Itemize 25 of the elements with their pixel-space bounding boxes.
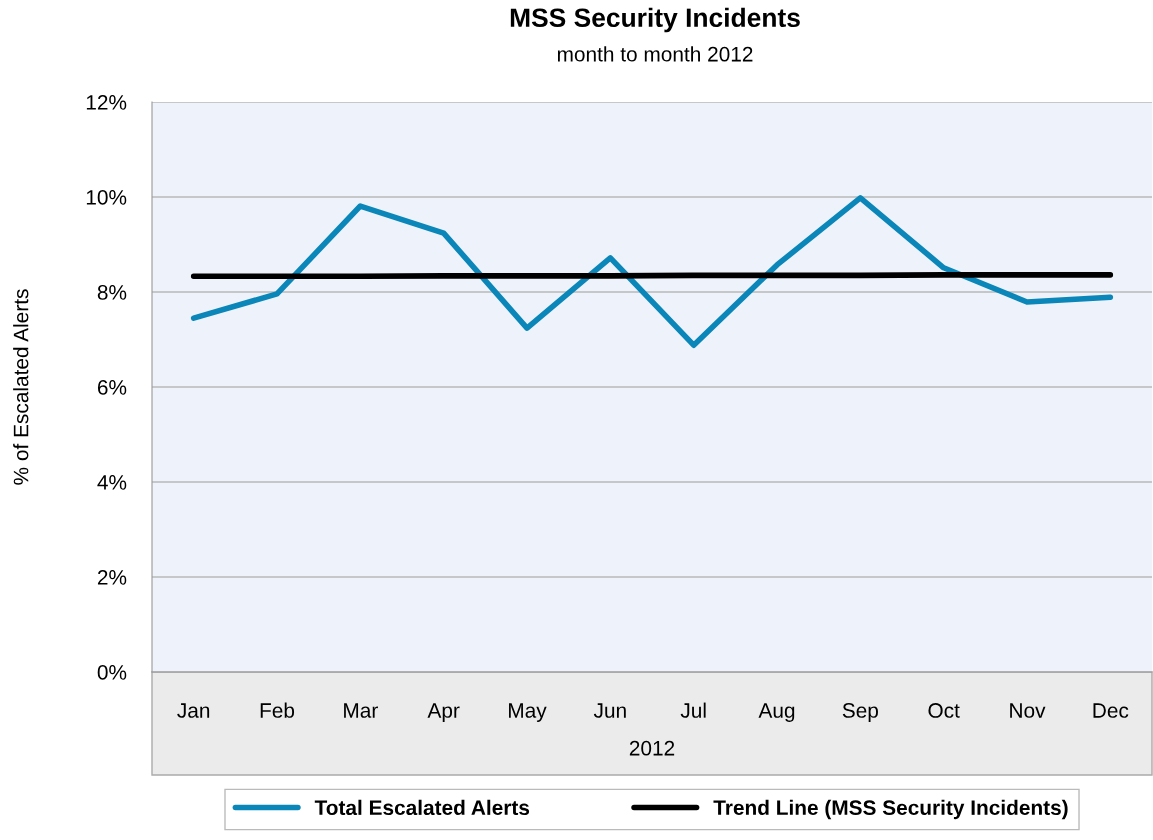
y-tick-label: 6% (97, 380, 127, 395)
x-tick-label: Jan (177, 703, 210, 718)
y-tick-label: 8% (97, 285, 127, 300)
x-tick-label: Dec (1093, 703, 1129, 718)
x-axis-title: 2012 (629, 740, 675, 756)
x-tick-label: Sep (842, 703, 878, 722)
x-tick-label: Feb (260, 702, 295, 718)
y-tick-label: 10% (86, 190, 127, 205)
x-tick-label: Aug (758, 703, 795, 722)
x-tick-label: Apr (427, 703, 460, 722)
x-tick-label: Jun (593, 703, 626, 718)
y-tick-label: 12% (86, 95, 127, 110)
y-tick-label: 0% (97, 665, 127, 680)
legend-label: Total Escalated Alerts (314, 799, 530, 816)
x-tick-label: Mar (344, 703, 378, 718)
x-tick-label: May (509, 703, 547, 722)
y-axis-title: % of Escalated Alerts (13, 289, 29, 485)
chart-title: MSS Security Incidents (510, 7, 800, 33)
y-tick-label: 4% (97, 475, 127, 490)
x-tick-label: Nov (1010, 703, 1046, 718)
y-tick-label: 2% (97, 570, 127, 585)
chart-subtitle: month to month 2012 (557, 46, 753, 62)
x-tick-label: Oct (928, 703, 960, 718)
x-tick-label: Jul (680, 702, 706, 718)
legend-label: Trend Line (MSS Security Incidents) (713, 799, 1068, 820)
